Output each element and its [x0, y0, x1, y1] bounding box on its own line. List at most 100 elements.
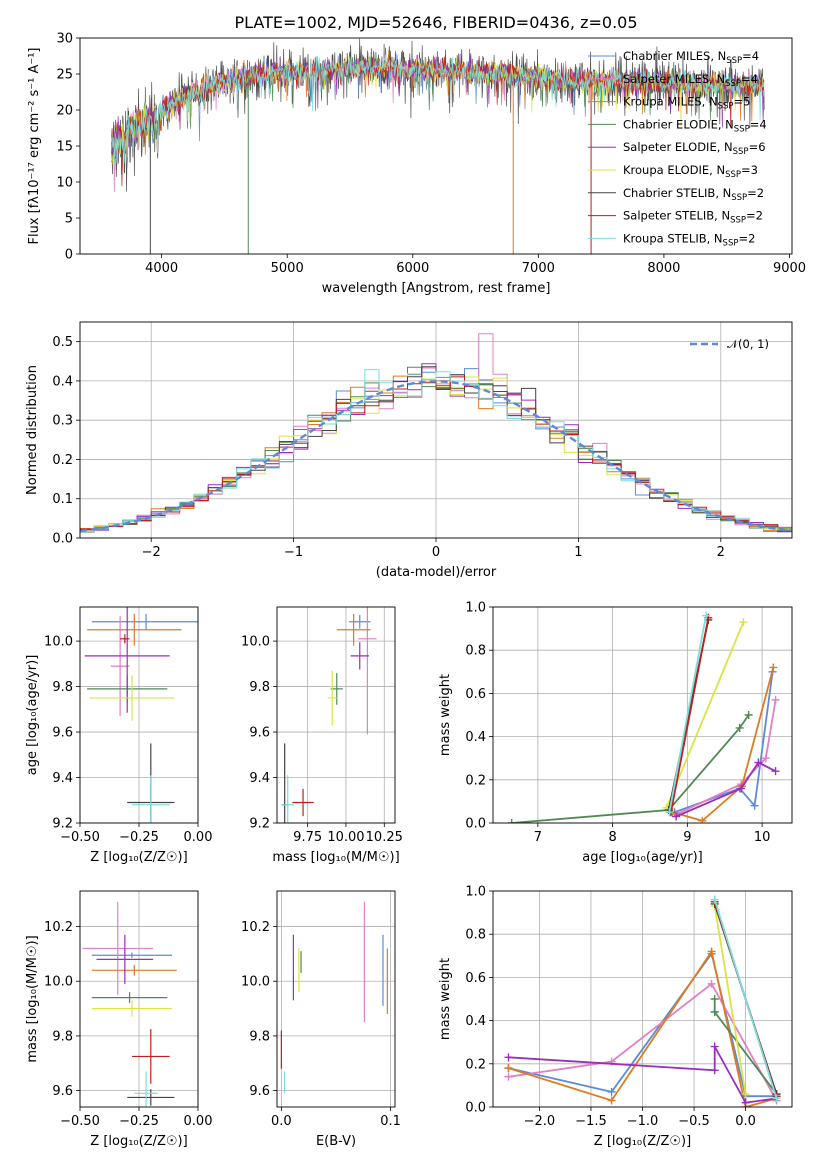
legend-entry-suffix: =6	[749, 140, 766, 154]
legend-entry-sub: SSP	[718, 102, 734, 112]
plot-frame	[492, 606, 793, 824]
plot-area	[504, 895, 781, 1107]
panel-residuals: −2 −1 0 1 2 0.0 0.1 0.2 0.3 0.4 0.5 (data-model)/er…	[25, 321, 793, 580]
y-tick-label: 9.4	[52, 771, 73, 786]
x-tick-label: 0.00	[184, 1114, 213, 1129]
y-tick-label: 20	[56, 104, 73, 119]
plot-area	[111, 38, 765, 254]
weight-point	[710, 1066, 719, 1075]
legend-entry-suffix: =4	[742, 49, 759, 63]
x-tick-label: 9.75	[293, 830, 322, 845]
y-tick-label: 10.0	[44, 975, 73, 990]
spectrum-series-8	[111, 56, 765, 165]
legend-entry: Chabrier MILES, NSSP=4	[623, 49, 759, 66]
y-tick-label: 0.4	[465, 1014, 486, 1029]
weight-point	[707, 979, 716, 988]
weight-point	[744, 711, 753, 719]
weight-point	[739, 618, 748, 627]
weight-point	[772, 1094, 781, 1103]
weight-point	[754, 758, 763, 767]
y-tick-label: 1.0	[465, 601, 486, 616]
weight-point	[710, 1007, 719, 1016]
x-tick-label: −1	[284, 545, 303, 560]
weight-point	[710, 895, 719, 904]
x-tick-label: −1.5	[575, 1114, 607, 1129]
y-tick-label: 10.0	[241, 635, 270, 650]
y-tick-label: 10.2	[44, 920, 73, 935]
x-tick-label: −0.25	[119, 830, 159, 845]
y-axis-label: Flux [fλ10⁻¹⁷ erg cm⁻² s⁻¹ A⁻¹]	[27, 48, 42, 245]
plot-frame	[79, 606, 199, 824]
legend-entry-suffix: =2	[738, 231, 755, 245]
weight-line-5	[665, 621, 745, 809]
y-axis-label: age [log₁₀(age/yr)]	[25, 655, 40, 776]
weight-point	[750, 801, 759, 810]
y-tick-label: 9.8	[249, 680, 270, 695]
panel-spectrum: 4000 5000 6000 7000 8000 9000 0 5 10 15 20 25 30 wave…	[27, 13, 806, 296]
x-tick-label: 5000	[271, 261, 304, 276]
x-tick-label: −0.25	[119, 1114, 159, 1129]
normal-curve	[80, 380, 792, 533]
legend-entry-sub: SSP	[723, 238, 739, 248]
legend-entry-name: Chabrier ELODIE, N	[623, 117, 734, 131]
y-tick-label: 10.2	[241, 920, 270, 935]
y-tick-label: 0.2	[465, 773, 486, 788]
y-tick-label: 9.8	[52, 680, 73, 695]
y-tick-label: 0.6	[465, 971, 486, 986]
x-tick-label: 0.00	[184, 830, 213, 845]
weight-line-1	[508, 982, 778, 1101]
legend-entry: 𝒩(0, 1)	[727, 337, 769, 351]
weight-line-2	[672, 667, 775, 822]
weight-point	[710, 1042, 719, 1051]
weight-point	[504, 1064, 513, 1073]
x-tick-label: 8	[608, 830, 616, 845]
legend-entry-suffix: =2	[747, 186, 764, 200]
legend-entry-sub: SSP	[733, 147, 749, 157]
x-tick-label: −0.50	[60, 830, 100, 845]
weight-point	[741, 1090, 750, 1099]
legend-entry-sub: SSP	[731, 193, 747, 203]
panel-age-vs-Z: −0.50 −0.25 0.00 9.2 9.4 9.6 9.8 10.0 Z [log₁₀(Z…	[25, 606, 213, 865]
legend-entry: Salpeter STELIB, NSSP=2	[623, 209, 763, 226]
legend-entry-name: Salpeter ELODIE, N	[623, 140, 733, 154]
x-tick-label: 7	[534, 830, 542, 845]
weight-point	[607, 1096, 616, 1105]
plot-frame	[79, 37, 793, 255]
legend-entry-sub: SSP	[725, 79, 741, 89]
y-tick-label: 15	[56, 140, 73, 155]
x-tick-label: −0.50	[60, 1114, 100, 1129]
x-axis-label: age [log₁₀(age/yr)]	[582, 850, 703, 865]
y-tick-label: 9.6	[52, 1084, 73, 1099]
legend-entry: Kroupa MILES, NSSP=5	[623, 95, 750, 112]
weight-point	[607, 1087, 616, 1096]
y-tick-label: 9.4	[249, 771, 270, 786]
legend-entry-name: Salpeter STELIB, N	[623, 209, 730, 223]
x-tick-label: 10.00	[327, 830, 364, 845]
x-tick-label: 0.0	[271, 1114, 292, 1129]
x-tick-label: −2.0	[524, 1114, 556, 1129]
legend-entry: Kroupa STELIB, NSSP=2	[623, 231, 755, 248]
plot-area	[281, 607, 377, 823]
x-axis-label: (data-model)/error	[376, 565, 497, 580]
x-tick-label: 8000	[647, 261, 680, 276]
x-tick-label: 2	[717, 545, 725, 560]
legend-entry-name: Chabrier STELIB, N	[623, 186, 731, 200]
weight-point	[702, 611, 711, 620]
legend-entry-sub: SSP	[734, 124, 750, 134]
y-tick-label: 0.0	[465, 817, 486, 832]
plot-frame	[79, 321, 793, 539]
x-tick-label: 7000	[522, 261, 555, 276]
x-tick-label: 6000	[396, 261, 429, 276]
x-tick-label: 10.25	[366, 830, 403, 845]
panel-mass-vs-ebv: 0.0 0.1 9.6 9.8 10.0 10.2 E(B-V)	[241, 890, 401, 1149]
x-axis-label: mass [log₁₀(M/M☉)]	[272, 850, 399, 865]
weight-point	[741, 1098, 750, 1107]
legend-entry-sub: SSP	[725, 170, 741, 180]
weight-point	[769, 663, 778, 672]
y-tick-label: 0.2	[465, 1057, 486, 1072]
legend-entry-suffix: =3	[741, 163, 758, 177]
legend-entry-name: Chabrier MILES, N	[623, 49, 726, 63]
y-tick-label: 9.8	[249, 1029, 270, 1044]
